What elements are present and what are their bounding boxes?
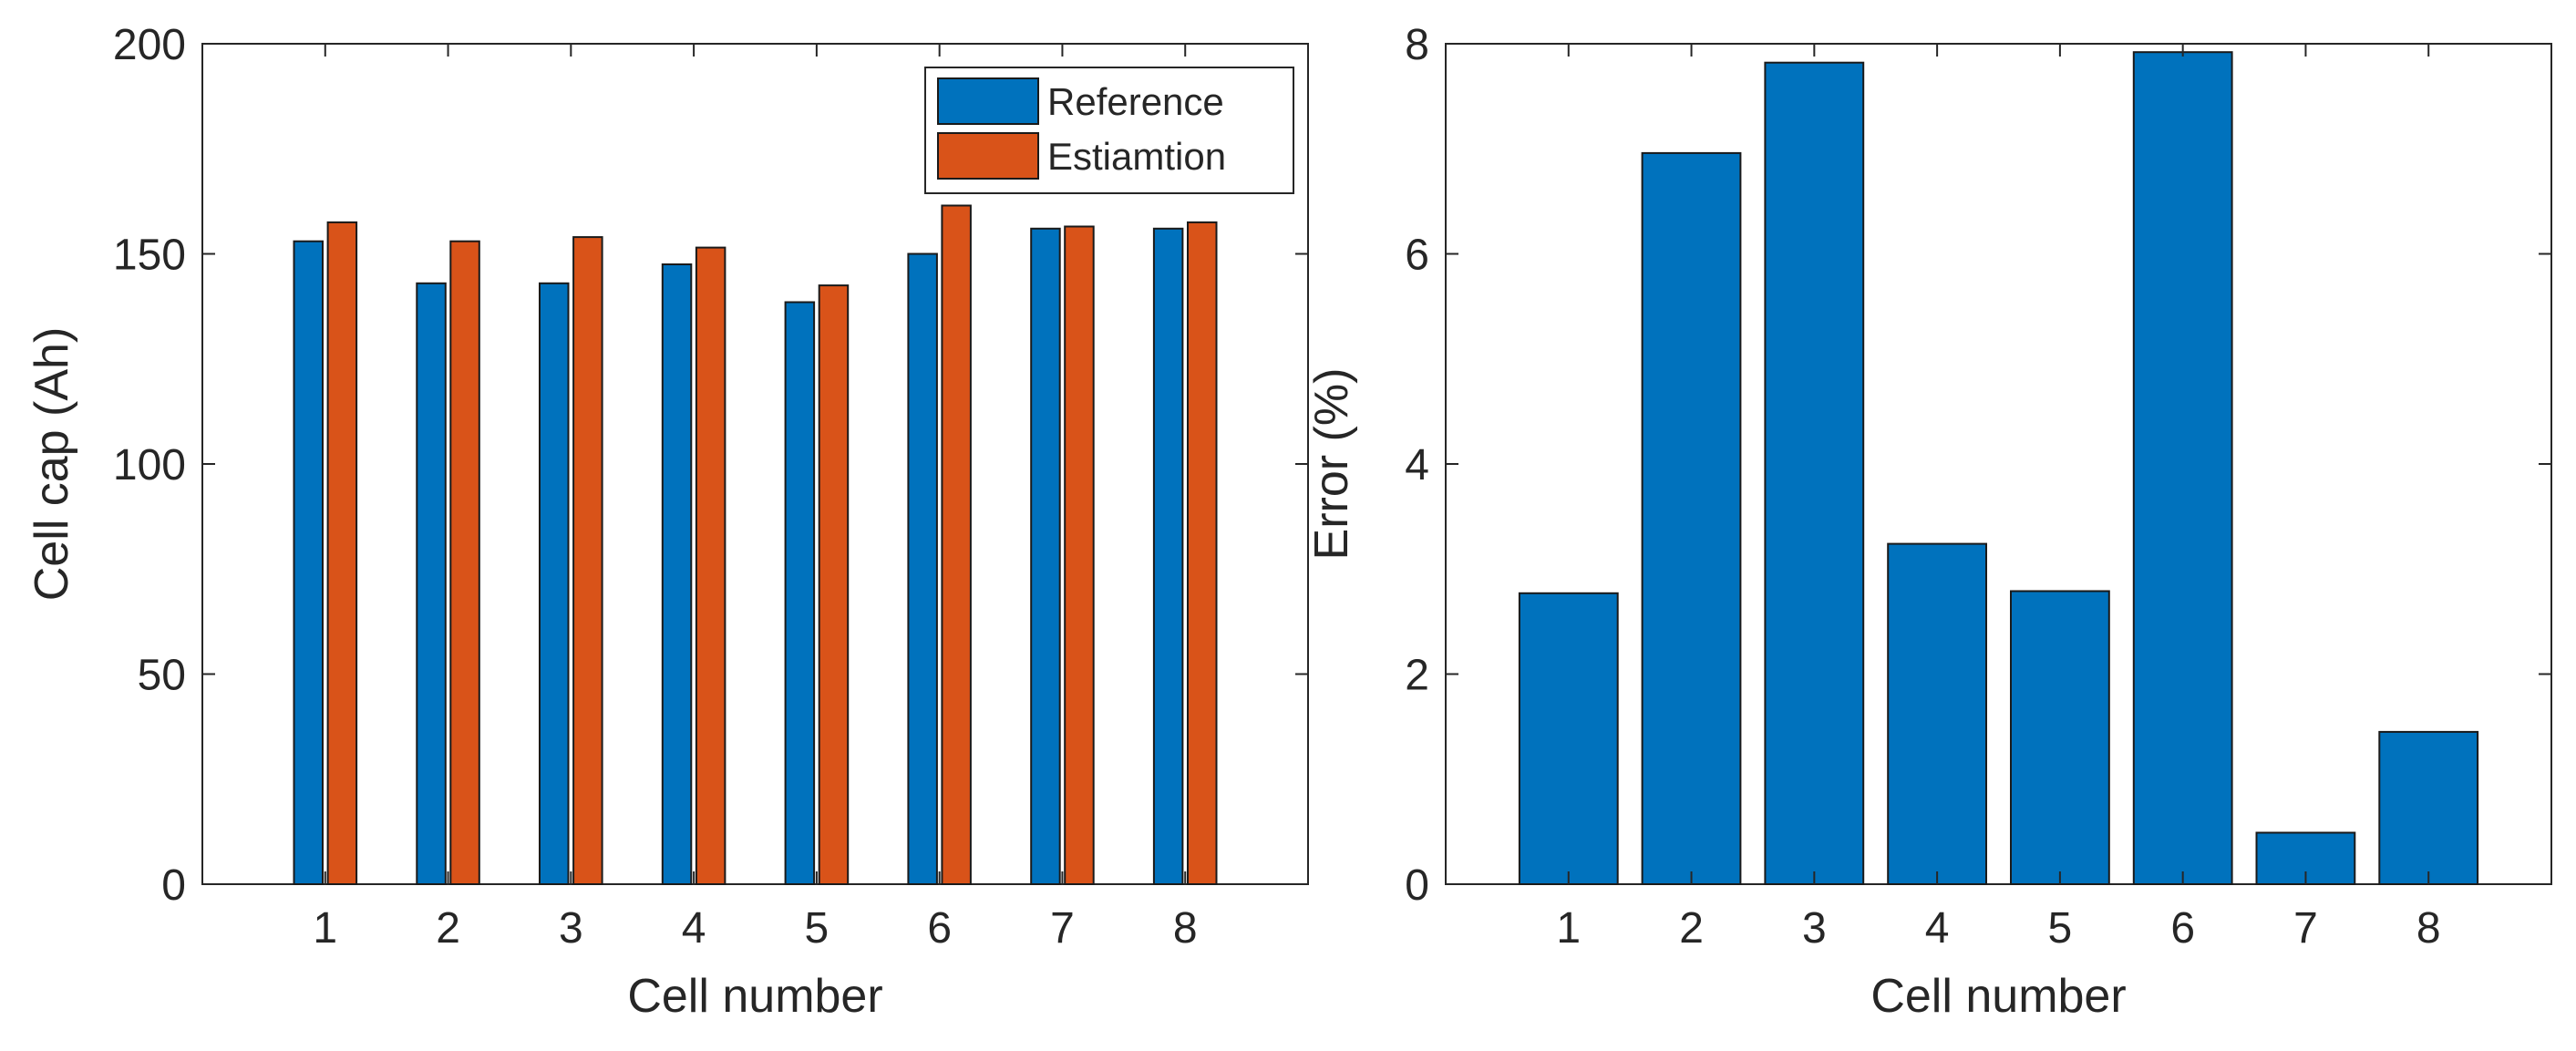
x-tick-label: 4 [682,904,706,953]
bar-reference-cell-4 [661,263,693,885]
bar-estiamtion-cell-6 [941,204,972,885]
x-axis-label: Cell number [627,970,882,1023]
x-tick-label: 3 [1802,904,1827,953]
y-axis-label: Error (%) [1305,368,1358,561]
y-tick-label: 200 [113,21,186,69]
bar-estiamtion-cell-3 [572,236,603,886]
bar-reference-cell-3 [539,282,570,885]
bar-error-cell-8 [2378,730,2479,886]
y-tick-label: 4 [1405,441,1429,489]
bar-error-cell-2 [1641,151,1742,885]
bar-error-cell-1 [1518,592,1619,885]
y-tick-label: 0 [161,861,186,910]
bar-reference-cell-6 [907,252,938,885]
y-tick-label: 6 [1405,232,1429,280]
bar-estiamtion-cell-7 [1064,225,1095,885]
y-axis-label: Cell cap (Ah) [26,327,78,602]
y-tick-label: 2 [1405,652,1429,700]
x-tick-label: 2 [436,904,460,953]
bar-estiamtion-cell-5 [818,284,850,886]
plot-area [1445,43,2552,885]
legend-swatch-estiamtion [937,132,1039,180]
bar-error-cell-4 [1887,542,1987,885]
bar-reference-cell-2 [416,282,447,885]
x-tick-label: 5 [805,904,829,953]
x-tick-label: 1 [1556,904,1581,953]
bar-estiamtion-cell-2 [449,240,480,885]
x-tick-label: 5 [2048,904,2073,953]
y-tick-label: 150 [113,232,186,280]
x-tick-label: 6 [927,904,952,953]
bar-estiamtion-cell-8 [1187,221,1218,885]
bar-error-cell-6 [2132,51,2233,885]
bar-reference-cell-8 [1152,227,1184,886]
y-tick-label: 50 [138,652,186,700]
x-tick-label: 8 [1173,904,1198,953]
bar-reference-cell-1 [293,240,324,885]
legend-label-reference: Reference [1047,80,1224,123]
x-tick-label: 7 [2293,904,2318,953]
right-chart: 0 2 4 6 8 1 2 3 4 5 6 7 8 Cell number Error (%) [1305,21,2552,1023]
bar-error-cell-5 [2010,590,2110,885]
x-tick-label: 1 [313,904,337,953]
x-tick-label: 7 [1050,904,1075,953]
x-axis-label: Cell number [1870,970,2126,1023]
bar-reference-cell-5 [784,301,816,885]
x-tick-label: 6 [2170,904,2195,953]
x-tick-label: 3 [559,904,583,953]
legend-label-estiamtion: Estiamtion [1047,135,1226,178]
x-tick-label: 4 [1925,904,1950,953]
bar-error-cell-3 [1764,61,1865,885]
y-tick-label: 100 [113,441,186,489]
x-tick-label: 2 [1679,904,1704,953]
x-tick-label: 8 [2416,904,2441,953]
bar-estiamtion-cell-4 [695,246,726,886]
left-chart: 0 50 100 150 200 1 2 3 4 5 6 7 8 Cell number Cell cap … [26,21,1309,1023]
bar-reference-cell-7 [1030,227,1061,886]
bar-estiamtion-cell-1 [326,221,358,885]
legend-swatch-reference [937,77,1039,125]
y-tick-label: 0 [1405,861,1429,910]
y-tick-label: 8 [1405,21,1429,69]
